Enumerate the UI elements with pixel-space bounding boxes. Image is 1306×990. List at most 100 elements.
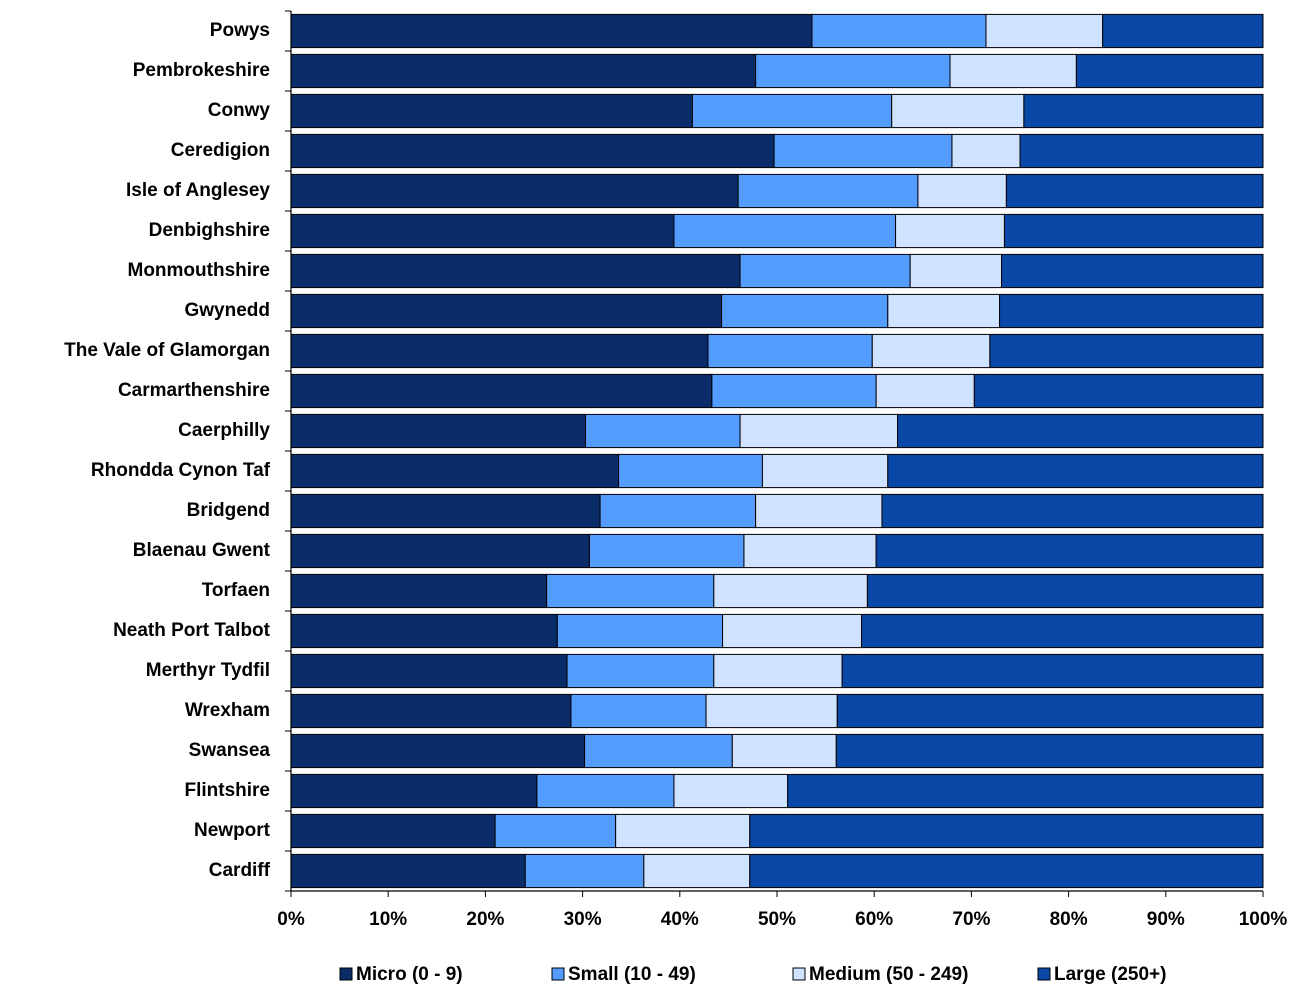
bar-segment — [290, 253, 741, 289]
bar-segment — [1075, 53, 1264, 89]
legend-swatch — [551, 967, 565, 981]
bar-segment — [290, 453, 620, 489]
bar-segment — [290, 333, 709, 369]
bar-segment — [917, 173, 1007, 209]
category-label: Gwynedd — [184, 300, 270, 321]
bar-segment — [290, 573, 548, 609]
category-label: Wrexham — [185, 700, 270, 721]
bar-segment — [290, 773, 538, 809]
category-label: Blaenau Gwent — [133, 540, 271, 561]
category-label: The Vale of Glamorgan — [64, 340, 270, 361]
category-label: Swansea — [189, 740, 271, 761]
bar-segment — [841, 653, 1264, 689]
bar-segment — [866, 573, 1264, 609]
bar-segment — [290, 693, 572, 729]
category-label: Pembrokeshire — [133, 60, 270, 81]
category-label: Denbighshire — [149, 220, 270, 241]
category-label: Bridgend — [187, 500, 270, 521]
bar-segment — [290, 133, 775, 169]
bar-segment — [290, 293, 723, 329]
bar-segment — [290, 13, 813, 49]
bar-segment — [739, 253, 911, 289]
bar-segment — [570, 693, 707, 729]
category-label: Isle of Anglesey — [126, 180, 270, 201]
bar-segment — [546, 573, 715, 609]
bar-segment — [615, 813, 751, 849]
category-label: Carmarthenshire — [118, 380, 270, 401]
category-label: Conwy — [208, 100, 271, 121]
x-tick-label: 70% — [952, 909, 990, 930]
bar-segment — [290, 373, 713, 409]
category-label: Monmouthshire — [128, 260, 271, 281]
bar-segment — [536, 773, 675, 809]
legend-swatch — [1037, 967, 1051, 981]
category-label: Caerphilly — [178, 420, 270, 441]
bar-segment — [290, 493, 601, 529]
bar-segment — [673, 773, 789, 809]
category-label: Merthyr Tydfil — [146, 660, 270, 681]
bar-segment — [722, 613, 863, 649]
bar-segment — [951, 133, 1021, 169]
bar-segment — [999, 293, 1264, 329]
x-tick-label: 100% — [1239, 909, 1288, 930]
bar-segment — [290, 533, 590, 569]
bar-segment — [743, 533, 877, 569]
bar-segment — [887, 453, 1264, 489]
bar-segment — [749, 853, 1264, 889]
legend-swatch — [792, 967, 806, 981]
category-label: Flintshire — [184, 780, 270, 801]
legend-label: Large (250+) — [1054, 964, 1166, 985]
bar-segment — [749, 813, 1264, 849]
bar-segment — [713, 573, 868, 609]
bar-segment — [290, 613, 558, 649]
bar-segment — [909, 253, 1003, 289]
bar-segment — [773, 133, 953, 169]
x-tick-label: 90% — [1147, 909, 1185, 930]
bar-segment — [973, 373, 1264, 409]
bar-segment — [875, 373, 975, 409]
category-label: Torfaen — [202, 580, 270, 601]
bar-segment — [881, 493, 1264, 529]
bar-segment — [524, 853, 645, 889]
bar-segment — [290, 93, 693, 129]
bar-segment — [585, 413, 741, 449]
x-tick-label: 40% — [661, 909, 699, 930]
bar-segment — [871, 333, 991, 369]
category-label: Ceredigion — [171, 140, 270, 161]
x-tick-label: 80% — [1050, 909, 1088, 930]
bar-segment — [707, 333, 873, 369]
bar-segment — [891, 93, 1025, 129]
bar-segment — [739, 413, 899, 449]
bar-segment — [1019, 133, 1264, 169]
bar-segment — [737, 173, 919, 209]
bar-segment — [1102, 13, 1264, 49]
bar-segment — [566, 653, 715, 689]
category-label: Rhondda Cynon Taf — [91, 460, 271, 481]
bar-segment — [1001, 253, 1264, 289]
x-tick-label: 20% — [466, 909, 504, 930]
bar-segment — [290, 53, 757, 89]
bar-segment — [811, 13, 987, 49]
bar-segment — [290, 853, 526, 889]
bar-segment — [887, 293, 1001, 329]
bar-segment — [836, 693, 1264, 729]
bar-segment — [949, 53, 1077, 89]
bar-segment — [1003, 213, 1264, 249]
legend-label: Micro (0 - 9) — [356, 964, 463, 985]
bar-segment — [705, 693, 838, 729]
bar-segment — [711, 373, 877, 409]
bar-segment — [787, 773, 1264, 809]
bar-segment — [713, 653, 843, 689]
bar-segment — [1005, 173, 1264, 209]
category-label: Powys — [210, 20, 270, 41]
legend-label: Medium (50 - 249) — [809, 964, 968, 985]
bar-segment — [588, 533, 745, 569]
bar-segment — [755, 493, 883, 529]
bar-segment — [584, 733, 733, 769]
bar-segment — [691, 93, 893, 129]
category-label: Cardiff — [209, 860, 271, 881]
bar-segment — [731, 733, 837, 769]
bar-segment — [721, 293, 889, 329]
bar-segment — [290, 733, 586, 769]
